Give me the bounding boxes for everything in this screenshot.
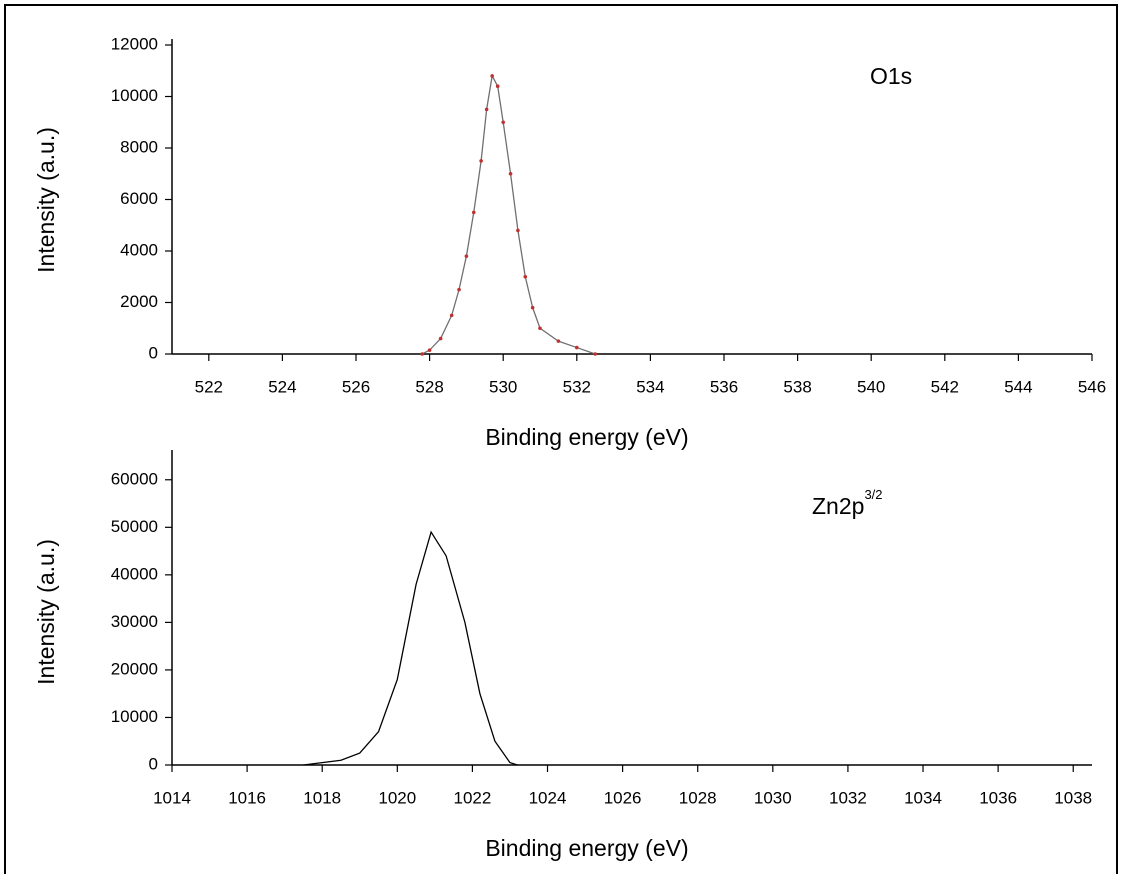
annotation: O1s [870, 63, 912, 89]
x-tick-label: 536 [710, 377, 738, 396]
frame [4, 4, 1118, 874]
x-axis-label: Binding energy (eV) [485, 835, 688, 861]
y-tick-label: 12000 [111, 34, 158, 53]
data-point [484, 107, 489, 112]
x-tick-label: 528 [415, 377, 443, 396]
x-tick-label: 1030 [754, 788, 792, 807]
y-tick-label: 50000 [111, 517, 158, 536]
x-tick-label: 1018 [303, 788, 341, 807]
data-point [427, 348, 432, 352]
y-tick-label: 0 [149, 343, 158, 362]
x-tick-label: 1032 [829, 788, 867, 807]
x-tick-label: 538 [783, 377, 811, 396]
x-tick-label: 526 [342, 377, 370, 396]
data-point [449, 313, 454, 318]
y-tick-label: 40000 [111, 564, 158, 583]
x-tick-label: 532 [563, 377, 591, 396]
y-tick-label: 2000 [120, 292, 158, 311]
data-point [438, 336, 443, 341]
y-tick-label: 10000 [111, 86, 158, 105]
x-tick-label: 542 [931, 377, 959, 396]
x-tick-label: 1038 [1054, 788, 1092, 807]
y-tick-label: 6000 [120, 189, 158, 208]
data-point [495, 84, 500, 88]
annotation-superscript: 3/2 [864, 487, 882, 502]
data-point [471, 210, 476, 215]
data-point [523, 274, 528, 279]
data-line [421, 73, 596, 355]
y-tick-label: 4000 [120, 240, 158, 259]
y-axis-label: Intensity (a.u.) [33, 539, 59, 685]
data-point [501, 120, 506, 125]
annotation-text: Zn2p [812, 493, 864, 519]
data-point [538, 326, 542, 331]
data-point [420, 352, 425, 356]
data-point [457, 287, 461, 292]
x-tick-label: 1028 [679, 788, 717, 807]
x-tick-label: 1024 [529, 788, 567, 807]
x-tick-label: 1016 [228, 788, 266, 807]
x-tick-label: 524 [268, 377, 296, 396]
data-point [593, 352, 597, 356]
y-tick-label: 60000 [111, 469, 158, 488]
data-point [464, 254, 469, 258]
x-tick-label: 534 [636, 377, 664, 396]
x-tick-label: 1020 [378, 788, 416, 807]
data-point [556, 339, 561, 343]
x-tick-label: 522 [195, 377, 223, 396]
x-tick-label: 1022 [453, 788, 491, 807]
x-tick-label: 530 [489, 377, 517, 396]
y-tick-label: 10000 [111, 707, 158, 726]
data-point [516, 228, 520, 233]
y-tick-label: 8000 [120, 137, 158, 156]
data-point [490, 74, 494, 78]
x-tick-label: 546 [1078, 377, 1106, 396]
data-point [575, 345, 579, 350]
x-tick-label: 1034 [904, 788, 942, 807]
x-tick-label: 1036 [979, 788, 1017, 807]
annotation: Zn2p3/2 [812, 487, 883, 519]
y-tick-label: 20000 [111, 659, 158, 678]
y-tick-label: 0 [149, 754, 158, 773]
data-point [530, 305, 535, 310]
data-point [508, 171, 513, 176]
x-axis-label: Binding energy (eV) [485, 424, 688, 450]
x-tick-label: 1014 [153, 788, 191, 807]
x-tick-label: 544 [1004, 377, 1032, 396]
x-tick-label: 1026 [604, 788, 642, 807]
data-line [303, 530, 518, 766]
x-tick-label: 540 [857, 377, 885, 396]
data-point [479, 159, 483, 163]
y-axis-label: Intensity (a.u.) [33, 127, 59, 273]
annotation-text: O1s [870, 63, 912, 89]
y-tick-label: 30000 [111, 612, 158, 631]
